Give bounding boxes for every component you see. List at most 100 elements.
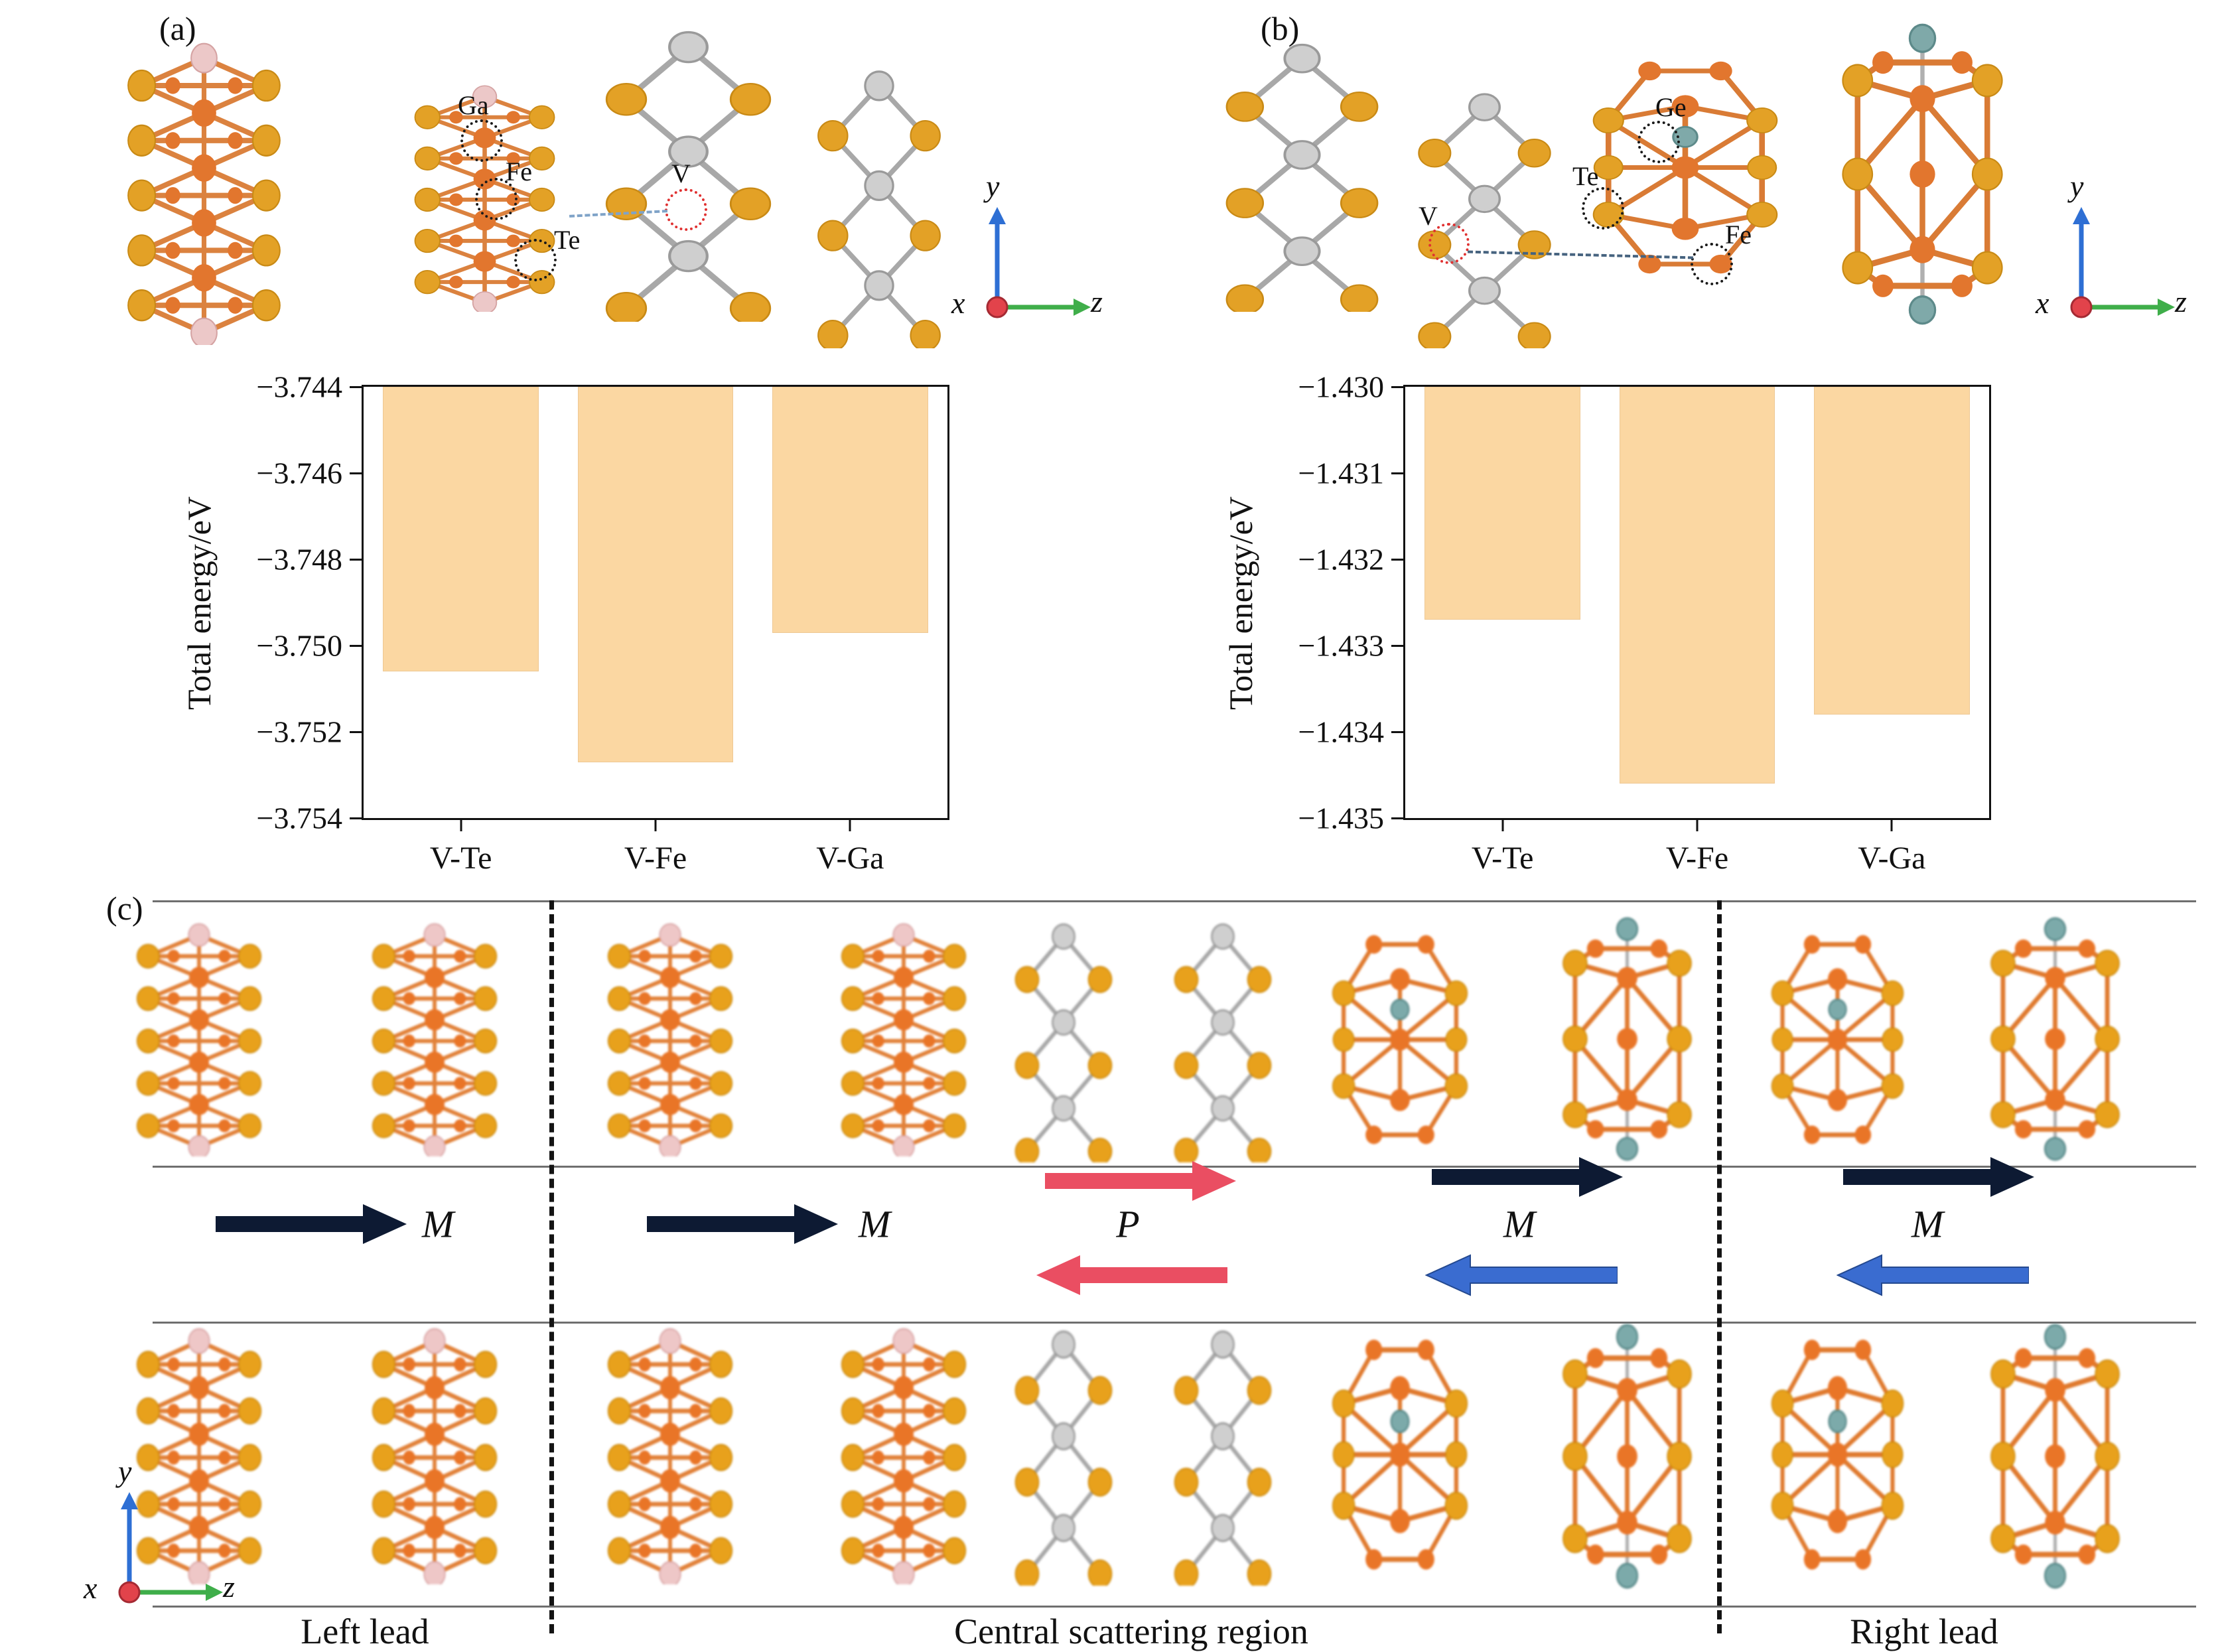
axis-z-label: z	[223, 1570, 235, 1604]
fe-atom-label: Fe	[506, 157, 532, 186]
y-tick-mark	[350, 558, 364, 561]
x-tick-mark	[460, 818, 462, 831]
lead-structure	[133, 921, 265, 1156]
polarization-arrow-left-icon	[1036, 1255, 1227, 1295]
y-tick-label: −3.754	[256, 801, 342, 835]
top-rail-line	[153, 900, 2196, 902]
x-tick-mark	[654, 818, 657, 831]
y-tick-mark	[1391, 644, 1405, 647]
x-tick-label: V-Fe	[1665, 841, 1729, 876]
scattering-structure	[1014, 917, 1113, 1162]
scattering-structure	[1559, 1324, 1695, 1589]
fe3gete2-structure-side	[1838, 23, 2007, 325]
lead-structure	[1987, 1324, 2123, 1589]
right-lead-m-label: M	[1911, 1202, 1944, 1246]
axes-panel-a: y x z	[951, 169, 1107, 330]
axis-y-label: y	[2070, 169, 2084, 203]
vte2-structure-side	[816, 63, 942, 348]
y-tick-mark	[1391, 385, 1405, 388]
fe-dotted-circle	[1691, 243, 1733, 285]
y-tick-label: −1.433	[1298, 628, 1384, 663]
y-tick-mark	[350, 644, 364, 647]
lead-structure	[368, 921, 501, 1156]
polarization-p-label: P	[1116, 1202, 1140, 1246]
ge-dotted-circle	[1637, 121, 1680, 163]
axis-y-label: y	[118, 1454, 132, 1488]
te-dotted-circle	[514, 239, 557, 281]
central-right-m-label: M	[1503, 1202, 1536, 1246]
ga-dotted-circle	[460, 119, 503, 162]
scattering-structure	[1014, 1324, 1113, 1586]
lead-structure	[1766, 924, 1909, 1156]
v-dotted-circle	[665, 188, 707, 231]
scattering-structure	[837, 1326, 970, 1584]
chart-b-plot-area: −1.430 −1.431 −1.432 −1.433 −1.434 −1.435 V-Te…	[1298, 370, 1991, 876]
fe-atom-label: Fe	[1725, 220, 1752, 249]
magnetization-arrow-left-icon	[1425, 1254, 1618, 1296]
y-tick-label: −1.434	[1298, 715, 1384, 749]
x-tick-label: V-Te	[1471, 841, 1534, 876]
y-tick-label: −3.746	[256, 456, 342, 490]
y-tick-label: −3.744	[256, 370, 342, 404]
axes-arrows-icon	[986, 207, 1091, 318]
magnetization-arrow-right-icon	[647, 1204, 838, 1244]
lead-structure	[368, 1326, 501, 1584]
y-tick-mark	[1391, 472, 1405, 474]
v-dotted-circle	[1428, 223, 1470, 264]
axis-z-label: z	[1091, 285, 1103, 318]
scattering-structure	[1327, 1327, 1473, 1582]
y-tick-mark	[1391, 558, 1405, 561]
scattering-structure	[1173, 917, 1273, 1162]
x-tick-mark	[1890, 818, 1893, 831]
upper-mid-rail-line	[153, 1166, 2196, 1168]
left-lead-label: Left lead	[301, 1612, 429, 1651]
panel-a-letter: (a)	[159, 10, 196, 47]
scattering-structure	[1173, 1324, 1273, 1586]
vte2-structure	[1224, 36, 1380, 312]
axis-y-label: y	[986, 169, 1000, 203]
polarization-arrow-right-icon	[1045, 1161, 1236, 1201]
x-tick-label: V-Fe	[624, 841, 687, 876]
y-tick-mark	[1391, 730, 1405, 733]
panel-b-letter: (b)	[1261, 10, 1300, 47]
y-tick-label: −3.752	[256, 715, 342, 749]
energy-bar	[1619, 387, 1775, 784]
scattering-structure	[1327, 924, 1473, 1156]
x-tick-mark	[1696, 818, 1699, 831]
v-atom-label: V	[671, 159, 691, 188]
magnetization-arrow-right-icon	[1843, 1157, 2034, 1197]
bottom-rail-line	[153, 1606, 2196, 1608]
magnetization-arrow-right-icon	[216, 1204, 407, 1244]
axis-x-label: x	[84, 1571, 98, 1605]
x-tick-label: V-Ga	[1858, 841, 1926, 876]
te-atom-label: Te	[1572, 161, 1599, 191]
lead-structure	[1766, 1327, 1909, 1582]
y-tick-label: −1.432	[1298, 542, 1384, 577]
fe3gete2-structure	[1586, 50, 1785, 285]
scattering-structure	[604, 1326, 736, 1584]
left-lead-separator	[549, 900, 554, 1633]
ga-atom-label: Ga	[458, 90, 489, 120]
te-atom-label: Te	[554, 225, 581, 255]
ge-atom-label: Ge	[1655, 92, 1687, 122]
central-scattering-region-label: Central scattering region	[954, 1612, 1308, 1651]
y-tick-mark	[1391, 817, 1405, 819]
axes-panel-c: y x z	[84, 1454, 239, 1616]
y-tick-label: −1.431	[1298, 456, 1384, 490]
energy-bar	[772, 387, 928, 633]
y-tick-mark	[350, 817, 364, 819]
magnetization-arrow-right-icon	[1432, 1157, 1623, 1197]
axes-arrows-icon	[118, 1492, 223, 1604]
chart-a-plot-area: −3.744 −3.746 −3.748 −3.750 −3.752 −3.754 V-Te…	[257, 370, 949, 876]
axis-x-label: x	[2036, 286, 2049, 320]
left-lead-m-label: M	[421, 1202, 454, 1246]
te-dotted-circle	[1582, 187, 1624, 230]
x-tick-label: V-Ga	[816, 841, 884, 876]
fe-dotted-circle	[475, 178, 518, 220]
y-tick-mark	[350, 730, 364, 733]
energy-bar	[1814, 387, 1970, 715]
x-tick-label: V-Te	[429, 841, 492, 876]
y-tick-label: −3.748	[256, 542, 342, 577]
scattering-structure	[837, 921, 970, 1156]
